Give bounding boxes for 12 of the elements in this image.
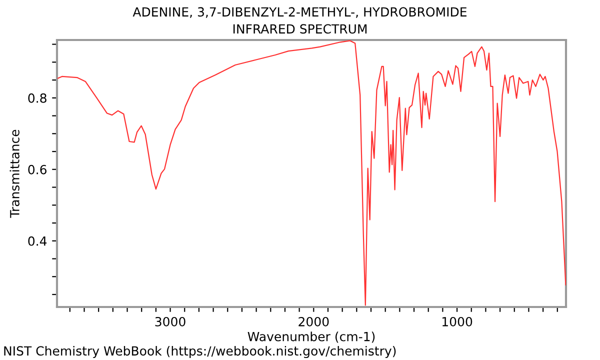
chart-subtitle: INFRARED SPECTRUM — [233, 24, 367, 34]
x-tick-label: 2000 — [298, 316, 329, 326]
text: NIST Chemistry WebBook (https://webbook.nist.gov/chemistry) — [4, 346, 396, 358]
y-tick-label: 0.8 — [28, 93, 46, 103]
line-series — [57, 40, 566, 306]
chart-title: ADENINE, 3,7-DIBENZYL-2-METHYL-, HYDROBROMIDE — [132, 7, 466, 18]
x-axis-title: Wavenumber (cm-1) — [248, 332, 375, 343]
x-tick-label: 3000 — [155, 316, 186, 326]
y-tick-label: 0.4 — [28, 236, 47, 246]
y-tick-label: 0.6 — [28, 164, 46, 174]
y-axis-title: Transmittance — [10, 130, 20, 218]
x-tick-label: 1000 — [442, 316, 472, 326]
